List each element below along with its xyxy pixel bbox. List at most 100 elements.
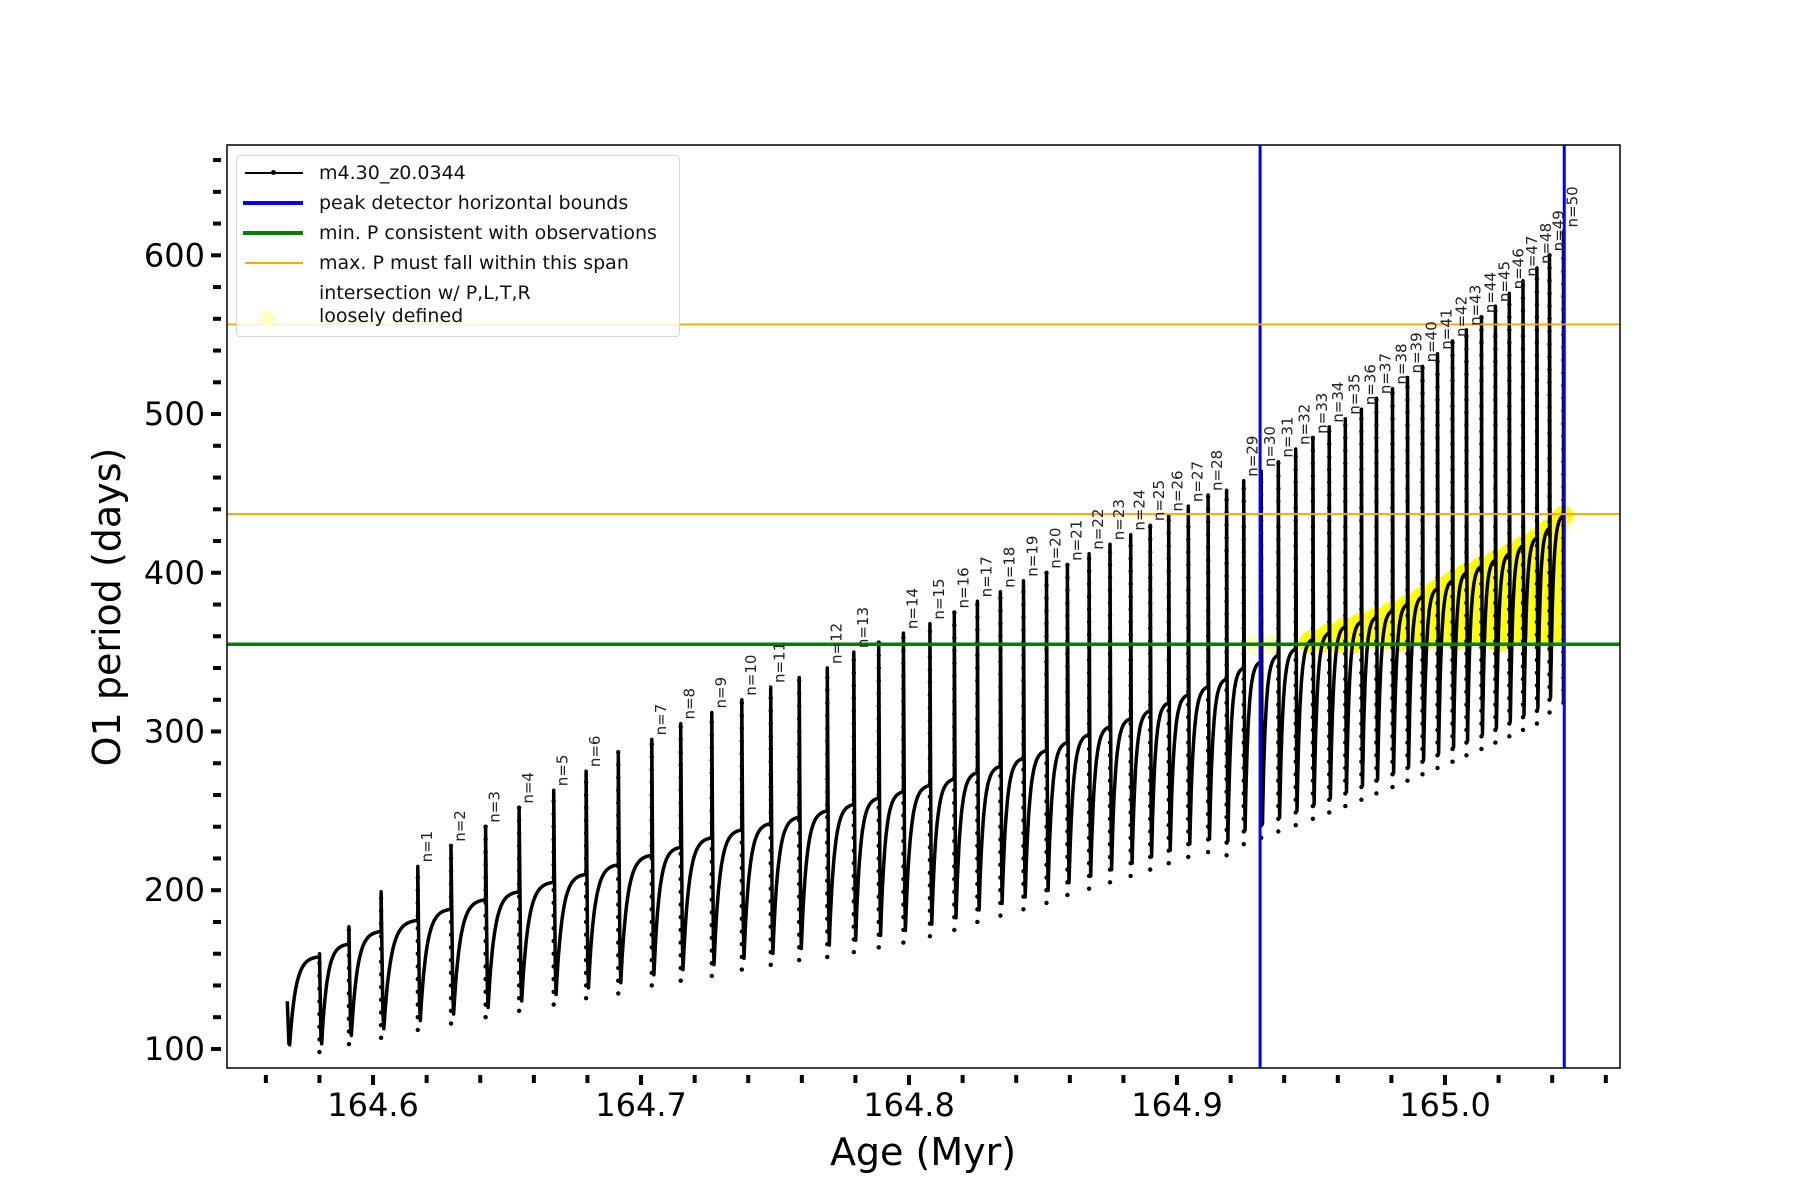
- series-point: [1205, 519, 1211, 525]
- series-point: [975, 678, 980, 683]
- series-point: [1327, 810, 1332, 815]
- series-point: [927, 743, 933, 748]
- series-point: [1520, 575, 1526, 580]
- series-point: [1343, 765, 1348, 771]
- series-point: [1310, 486, 1316, 491]
- series-point: [1534, 340, 1540, 345]
- intersection-region: [1512, 545, 1523, 645]
- series-point: [1107, 880, 1113, 885]
- series-point: [1086, 721, 1092, 726]
- series-point: [1520, 664, 1526, 669]
- series-point: [1534, 378, 1540, 383]
- series-point: [1224, 827, 1229, 833]
- series-point: [1224, 713, 1229, 718]
- series-point: [952, 673, 957, 679]
- series-point: [927, 756, 933, 761]
- series-point: [1420, 556, 1425, 561]
- series-point: [998, 849, 1003, 855]
- series-point: [739, 865, 745, 871]
- series-point: [1224, 764, 1229, 769]
- series-point: [1021, 818, 1026, 823]
- series-point: [1241, 740, 1246, 745]
- series-point: [1390, 759, 1395, 764]
- series-point: [1241, 791, 1246, 796]
- series-point: [448, 856, 454, 861]
- series-point: [678, 724, 683, 729]
- series-point: [1479, 505, 1484, 510]
- series-point: [1128, 645, 1133, 650]
- series-point: [1479, 365, 1484, 371]
- series-point: [1044, 849, 1049, 855]
- series-point: [975, 729, 980, 734]
- series-point: [1420, 657, 1425, 663]
- series-point: [1044, 773, 1049, 779]
- series-point: [998, 735, 1003, 741]
- series-point: [1186, 638, 1191, 644]
- series-point: [483, 849, 488, 855]
- series-point: [1065, 841, 1070, 847]
- series-point: [1435, 486, 1440, 491]
- series-point: [998, 913, 1003, 918]
- series-point: [1310, 702, 1316, 707]
- series-point: [1044, 672, 1049, 677]
- series-point: [1065, 638, 1070, 644]
- series-point: [709, 948, 714, 953]
- series-point: [998, 875, 1003, 880]
- series-point: [616, 978, 621, 983]
- series-point: [851, 695, 857, 701]
- series-point: [483, 938, 488, 944]
- peak-label: n=48: [1537, 223, 1555, 264]
- series-point: [1420, 645, 1425, 650]
- series-point: [1107, 791, 1113, 796]
- series-point: [1293, 543, 1298, 548]
- series-point: [1310, 689, 1316, 695]
- series-point: [1464, 676, 1469, 682]
- series-point: [709, 973, 714, 979]
- series-point: [1547, 380, 1552, 385]
- series-point: [583, 983, 589, 988]
- series-point: [1021, 678, 1026, 683]
- series-point: [768, 759, 773, 764]
- series-point: [1390, 657, 1395, 663]
- series-point: [1186, 740, 1191, 745]
- series-point: [1520, 537, 1526, 542]
- series-point: [1390, 556, 1395, 561]
- series-point: [1310, 753, 1316, 758]
- series-point: [1547, 595, 1552, 601]
- series-point: [1310, 613, 1316, 618]
- peak-label: n=46: [1509, 248, 1527, 289]
- series-point: [551, 951, 556, 956]
- series-point: [1435, 372, 1440, 377]
- series-point: [1450, 518, 1455, 523]
- series-point: [1479, 695, 1484, 701]
- series-point: [1390, 734, 1395, 739]
- series-point: [1405, 486, 1410, 491]
- series-point: [901, 876, 906, 882]
- series-point: [975, 602, 980, 607]
- series-point: [516, 919, 522, 925]
- series-point: [1107, 816, 1113, 821]
- series-point: [1148, 549, 1153, 555]
- series-point: [1435, 676, 1440, 682]
- series-point: [739, 789, 745, 795]
- series-point: [448, 932, 454, 937]
- series-point: [1065, 689, 1070, 695]
- series-point: [1276, 549, 1281, 555]
- series-point: [1507, 530, 1512, 536]
- series-point: [678, 889, 683, 895]
- series-point: [649, 983, 654, 988]
- series-point: [1224, 751, 1229, 756]
- series-point: [1464, 486, 1469, 491]
- series-point: [1450, 365, 1455, 371]
- series-point: [1520, 727, 1526, 733]
- series-point: [1390, 543, 1395, 548]
- series-point: [1405, 461, 1410, 466]
- series-point: [516, 1008, 522, 1014]
- series-point: [876, 843, 881, 848]
- series-point: [346, 991, 352, 996]
- series-point: [1293, 734, 1298, 739]
- series-point: [551, 938, 556, 944]
- series-point: [998, 748, 1003, 753]
- series-point: [1520, 676, 1526, 682]
- series-point: [1547, 443, 1552, 448]
